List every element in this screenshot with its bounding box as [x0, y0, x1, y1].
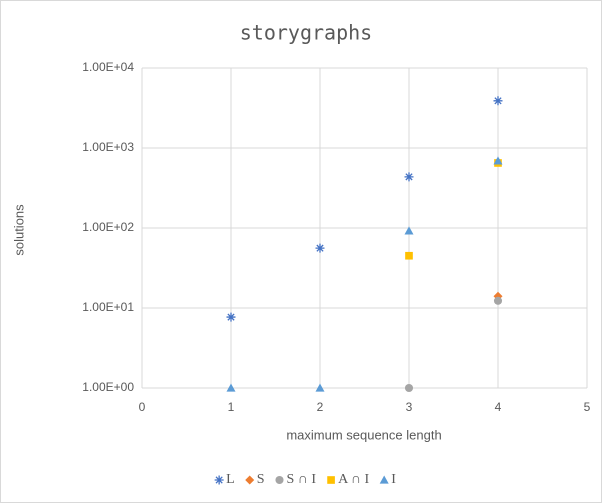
- legend-label: A ∩ I: [338, 472, 369, 487]
- legend-marker: [214, 475, 224, 485]
- legend-label: L: [226, 472, 235, 487]
- legend-marker: [327, 476, 335, 484]
- legend-label: S: [257, 472, 265, 487]
- marker-triangle: [493, 156, 503, 165]
- y-tick-label: 1.00E+03: [82, 140, 134, 154]
- legend-label: S ∩ I: [287, 472, 317, 487]
- marker-circle: [493, 296, 503, 305]
- marker-asterisk: [493, 96, 503, 106]
- y-tick-label: 1.00E+00: [82, 380, 134, 394]
- legend-label: I: [391, 472, 396, 487]
- marker-triangle: [315, 383, 325, 392]
- legend-marker: [275, 475, 284, 485]
- chart-title: storygraphs: [240, 21, 372, 45]
- x-tick-label: 3: [406, 400, 413, 414]
- x-tick-label: 4: [495, 400, 502, 414]
- y-tick-label: 1.00E+02: [82, 220, 134, 234]
- marker-asterisk: [315, 243, 325, 253]
- marker-asterisk: [226, 312, 236, 322]
- marker-triangle: [404, 226, 414, 235]
- x-tick-label: 5: [584, 400, 591, 414]
- x-axis-label: maximum sequence length: [286, 427, 441, 442]
- y-tick-label: 1.00E+04: [82, 60, 134, 74]
- x-tick-label: 2: [317, 400, 324, 414]
- marker-circle: [404, 383, 414, 393]
- x-tick-label: 0: [139, 400, 146, 414]
- legend-marker: [245, 475, 255, 485]
- legend-marker: [379, 475, 389, 484]
- y-tick-label: 1.00E+01: [82, 300, 134, 314]
- marker-square: [405, 251, 413, 260]
- y-axis-label: solutions: [11, 204, 26, 256]
- x-tick-label: 1: [228, 400, 235, 414]
- marker-triangle: [226, 383, 236, 392]
- marker-asterisk: [404, 172, 414, 182]
